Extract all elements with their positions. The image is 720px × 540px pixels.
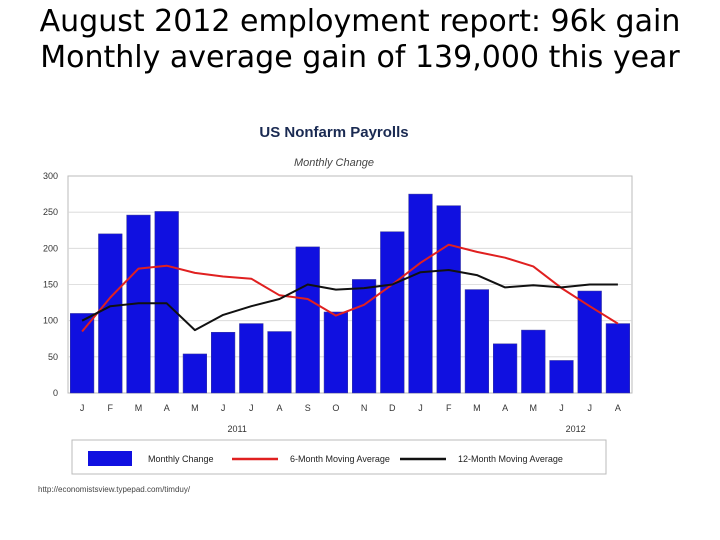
bar-monthly-change	[521, 329, 546, 394]
bar-monthly-change	[436, 205, 461, 394]
x-tick-label: J	[587, 403, 592, 413]
x-tick-label: J	[80, 403, 85, 413]
x-tick-label: A	[502, 403, 508, 413]
y-tick-label: 250	[43, 207, 58, 217]
slide-title: August 2012 employment report: 96k gain …	[0, 4, 720, 76]
bar-monthly-change	[549, 360, 574, 394]
payrolls-chart: US Nonfarm Payrolls Monthly Change 0 50 10…	[38, 124, 633, 494]
legend-label: Monthly Change	[148, 454, 214, 464]
y-tick-label: 100	[43, 316, 58, 326]
bar-monthly-change	[493, 343, 518, 394]
year-label: 2011	[228, 424, 247, 434]
x-tick-label: M	[191, 403, 199, 413]
bar-monthly-change	[154, 211, 179, 394]
y-tick-label: 0	[53, 388, 58, 398]
bar-monthly-change	[295, 246, 320, 394]
line-12-month-moving-average	[81, 269, 618, 332]
legend-label: 6-Month Moving Average	[290, 454, 390, 464]
bar-monthly-change	[605, 323, 630, 394]
bar-monthly-change	[182, 353, 207, 394]
x-tick-label: A	[164, 403, 170, 413]
x-tick-label: A	[615, 403, 621, 413]
bar-monthly-change	[408, 193, 433, 394]
x-tick-label: D	[389, 403, 396, 413]
x-tick-label: M	[135, 403, 143, 413]
y-tick-label: 200	[43, 243, 58, 253]
x-tick-label: S	[305, 403, 311, 413]
x-tick-label: J	[559, 403, 564, 413]
x-tick-label: F	[446, 403, 452, 413]
bar-monthly-change	[70, 313, 95, 394]
legend: Monthly Change 6-Month Moving Average 12-M…	[71, 439, 607, 475]
x-tick-label: J	[418, 403, 423, 413]
x-tick-label: J	[249, 403, 254, 413]
x-tick-label: A	[276, 403, 282, 413]
y-tick-label: 300	[43, 171, 58, 181]
x-tick-label: N	[361, 403, 368, 413]
bar-monthly-change	[352, 279, 377, 394]
bar-monthly-change	[239, 323, 264, 394]
year-label: 2012	[566, 424, 586, 434]
slide-title-line-1: August 2012 employment report: 96k gain	[39, 4, 681, 39]
x-tick-label: O	[332, 403, 339, 413]
chart-title: US Nonfarm Payrolls	[259, 124, 408, 141]
legend-frame	[71, 439, 607, 475]
bar-monthly-change	[380, 231, 405, 394]
y-tick-label: 50	[48, 352, 58, 362]
x-tick-label: F	[108, 403, 114, 413]
line-6-month-moving-average	[81, 243, 619, 333]
x-tick-label: M	[473, 403, 481, 413]
slide-title-line-2: Monthly average gain of 139,000 this yea…	[40, 40, 680, 75]
x-tick-label: M	[530, 403, 538, 413]
chart-subtitle: Monthly Change	[294, 157, 374, 169]
bar-monthly-change	[267, 331, 292, 394]
x-tick-label: J	[221, 403, 226, 413]
bar-monthly-change	[577, 290, 602, 394]
bar-monthly-change	[323, 311, 348, 394]
source-note: http://economistsview.typepad.com/timduy…	[38, 485, 191, 494]
legend-label: 12-Month Moving Average	[458, 454, 563, 464]
bar-monthly-change	[211, 331, 236, 394]
plot-area: 0 50 100 150 200 250 300 J F M A M J J A S O N D J F M A M J J A 20…	[43, 171, 633, 434]
y-tick-label: 150	[43, 280, 58, 290]
legend-swatch-monthly-change	[88, 451, 132, 466]
bar-monthly-change	[98, 233, 123, 394]
bar-monthly-change	[464, 289, 489, 394]
